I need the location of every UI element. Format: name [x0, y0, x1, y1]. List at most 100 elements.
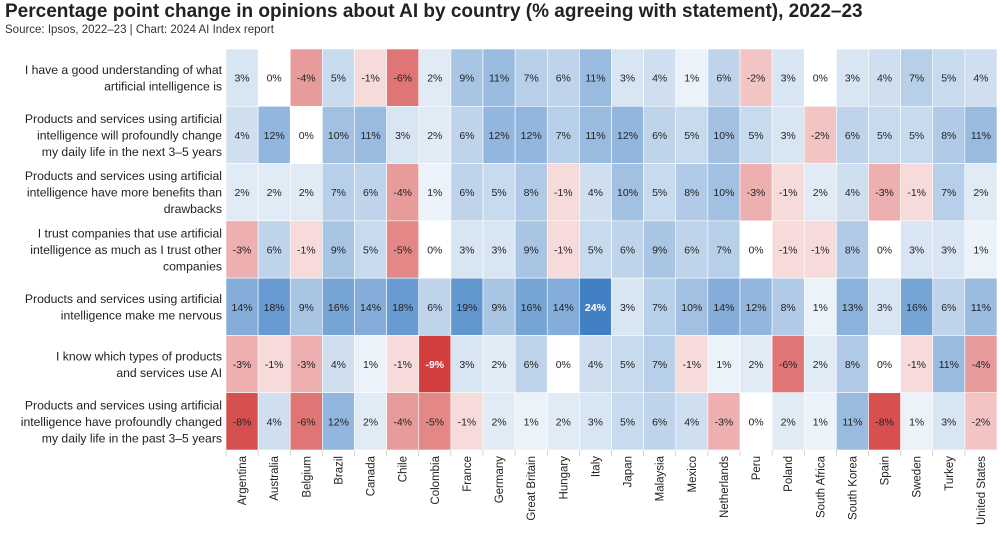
cell-value-label: -2%: [811, 130, 830, 142]
heatmap-cell: [739, 392, 773, 451]
heatmap-cell: [643, 335, 677, 394]
cell-value-label: 3%: [588, 416, 603, 428]
heatmap-cell: [868, 335, 901, 394]
heatmap-cell: [932, 163, 966, 222]
cell-value-label: 11%: [971, 302, 991, 314]
row-label-line: intelligence make me nervous: [61, 309, 222, 323]
heatmap-cell: [964, 277, 998, 336]
cell-value-label: -9%: [425, 359, 444, 371]
cell-value-label: 3%: [781, 130, 796, 142]
heatmap-cell: [289, 335, 323, 394]
row-label: I trust companies that use artificial int…: [30, 227, 222, 274]
heatmap-cell: [322, 277, 355, 336]
cell-value-label: -1%: [297, 245, 316, 257]
cell-value-label: 3%: [620, 73, 635, 85]
cell-value-label: 16%: [906, 302, 927, 314]
cell-value-label: 0%: [556, 359, 571, 371]
cell-value-label: 2%: [491, 416, 506, 428]
cell-value-label: 6%: [620, 245, 635, 257]
heatmap-cell: [257, 277, 291, 336]
cell-value-label: -1%: [554, 245, 573, 257]
cell-value-label: -3%: [747, 187, 766, 199]
cell-value-label: -3%: [233, 245, 252, 257]
cell-value-label: 8%: [781, 302, 796, 314]
cell-value-label: -4%: [393, 416, 412, 428]
heatmap-cell: [964, 163, 998, 222]
cell-value-label: 5%: [331, 73, 346, 85]
heatmap-cell: [643, 392, 677, 451]
heatmap-cell: [546, 105, 580, 164]
cell-value-label: 11%: [585, 130, 605, 142]
cell-value-label: 11%: [939, 359, 959, 371]
cell-value-label: 2%: [813, 187, 828, 199]
heatmap-cell: [771, 105, 805, 164]
cell-value-label: 5%: [684, 130, 699, 142]
heatmap-cell: [354, 220, 387, 279]
cell-value-label: 0%: [748, 416, 763, 428]
column-label: Argentina: [237, 455, 249, 505]
heatmap-cell: [932, 277, 966, 336]
heatmap-cell: [482, 335, 516, 394]
cell-value-label: 6%: [716, 73, 731, 85]
cell-value-label: -1%: [361, 73, 380, 85]
column-label: South Africa: [815, 455, 827, 518]
cell-value-label: -3%: [715, 416, 734, 428]
row-label-line: artificial intelligence is: [104, 79, 222, 93]
heatmap-cell: [257, 105, 291, 164]
cell-value-label: -1%: [811, 245, 830, 257]
cell-value-label: 5%: [941, 73, 956, 85]
cell-value-label: 12%: [489, 130, 510, 142]
heatmap-cell: [932, 105, 966, 164]
cell-value-label: 6%: [459, 187, 474, 199]
row-label-line: my daily life in the past 3–5 years: [42, 431, 222, 445]
heatmap-cell: [611, 48, 644, 107]
cell-value-label: 3%: [877, 302, 892, 314]
heatmap-cell: [514, 335, 548, 394]
cell-value-label: 6%: [363, 187, 378, 199]
cell-value-label: 2%: [234, 187, 249, 199]
cell-value-label: 1%: [427, 187, 442, 199]
heatmap-cell: [289, 48, 323, 107]
heatmap-cell: [675, 105, 709, 164]
heatmap-cell: [675, 163, 709, 222]
cell-value-label: 1%: [813, 302, 828, 314]
column-label: Malaysia: [655, 455, 667, 501]
heatmap-cell: [675, 277, 709, 336]
heatmap-cell: [546, 277, 580, 336]
cell-value-label: 12%: [746, 302, 767, 314]
heatmap-cell: [386, 163, 420, 222]
cell-value-label: 9%: [491, 302, 506, 314]
cell-value-label: 12%: [328, 416, 349, 428]
cell-value-label: 4%: [684, 416, 699, 428]
heatmap-cell: [964, 335, 998, 394]
cell-value-label: 2%: [267, 187, 282, 199]
column-label: Sweden: [912, 456, 924, 498]
heatmap-cell: [932, 392, 966, 451]
cell-value-label: 10%: [713, 130, 734, 142]
column-label: Spain: [880, 456, 892, 485]
heatmap-cell: [739, 163, 773, 222]
cell-value-label: 2%: [781, 416, 796, 428]
cell-value-label: 3%: [941, 245, 956, 257]
cell-value-label: 2%: [491, 359, 506, 371]
column-label: Germany: [494, 456, 506, 504]
heatmap-cell: [482, 163, 516, 222]
column-label: Netherlands: [719, 456, 731, 518]
row-label-line: companies: [163, 260, 222, 274]
cell-value-label: 6%: [427, 302, 442, 314]
cell-value-label: -1%: [779, 245, 798, 257]
column-label: Chile: [398, 456, 410, 482]
heatmap-cell: [771, 220, 805, 279]
heatmap-cell: [225, 277, 259, 336]
heatmap-cell: [803, 277, 837, 336]
heatmap-cell: [225, 392, 259, 451]
heatmap-cell: [803, 220, 837, 279]
heatmap-cell: [803, 105, 837, 164]
heatmap-cell: [322, 392, 355, 451]
heatmap-cell: [836, 105, 869, 164]
cell-value-label: 2%: [556, 416, 571, 428]
cell-value-label: 11%: [842, 416, 862, 428]
heatmap-cell: [322, 220, 355, 279]
heatmap-cell: [611, 220, 644, 279]
